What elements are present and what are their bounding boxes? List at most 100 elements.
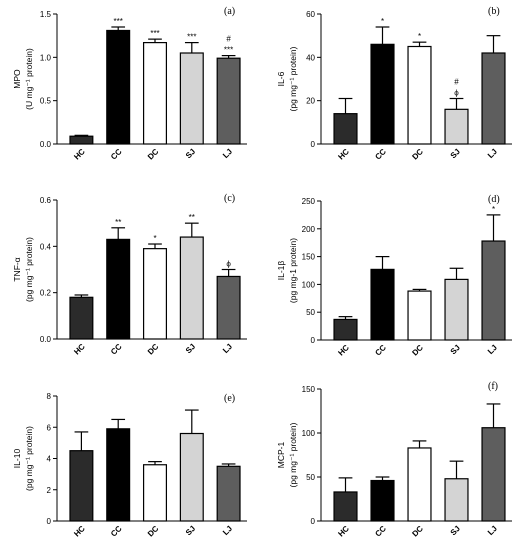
bar-sj <box>444 278 469 341</box>
y-tick-label: 0 <box>47 517 52 526</box>
x-tick-label: SJ <box>184 342 197 355</box>
bar-lj <box>481 52 506 145</box>
x-tick-label: SJ <box>449 343 462 356</box>
significance-marker: ** <box>115 218 121 227</box>
x-tick-label: HC <box>72 342 87 357</box>
x-tick-label: HC <box>72 524 87 539</box>
significance-marker: ϕ <box>226 260 231 269</box>
bar-sj <box>444 478 469 522</box>
x-tick-label: LJ <box>221 524 234 537</box>
panel-letter: (e) <box>224 393 235 404</box>
panel-letter: (d) <box>488 194 500 205</box>
y-tick-label: 60 <box>306 10 315 19</box>
bar-hc <box>333 491 358 522</box>
bar-hc <box>333 318 358 341</box>
panel-letter: (a) <box>224 6 235 17</box>
y-axis-label: MPO <box>12 69 22 89</box>
bar-hc <box>69 135 94 145</box>
y-axis-unit-label: (U mg⁻¹ protein) <box>24 48 34 110</box>
y-tick-label: 40 <box>306 53 315 62</box>
panel-b: 0 20 40 60 IL-6 (pg mg⁻¹ protein) (b) HC * CC * DC #… <box>276 6 512 162</box>
x-tick-label: DC <box>410 524 425 539</box>
y-tick-label: 0.5 <box>40 97 52 106</box>
y-tick-label: 1.5 <box>40 10 52 19</box>
bar-cc <box>370 479 395 522</box>
y-tick-label: 1.0 <box>40 53 52 62</box>
y-tick-label: 0 <box>311 336 316 345</box>
x-tick-label: CC <box>373 343 388 358</box>
x-tick-label: DC <box>410 147 425 162</box>
panel-letter: (c) <box>224 193 235 204</box>
y-tick-label: 50 <box>306 308 315 317</box>
bar-cc <box>106 29 131 145</box>
bar-lj <box>216 57 241 145</box>
x-tick-label: SJ <box>184 524 197 537</box>
y-tick-label: 0.2 <box>40 289 52 298</box>
y-tick-label: 8 <box>47 392 52 401</box>
x-tick-label: SJ <box>449 524 462 537</box>
significance-marker: *** <box>114 17 123 26</box>
y-tick-label: 0.0 <box>40 140 52 149</box>
y-axis-label: MCP-1 <box>276 442 286 469</box>
panel-letter: (b) <box>488 6 500 17</box>
y-tick-label: 2 <box>47 486 52 495</box>
y-tick-label: 20 <box>306 97 315 106</box>
significance-marker: * <box>418 32 421 41</box>
y-tick-label: 100 <box>302 280 316 289</box>
panel-c: 0.0 0.2 0.4 0.6 TNF-α (pg mg⁻¹ protein) (c) HC *… <box>12 193 247 357</box>
y-tick-label: 200 <box>302 225 316 234</box>
x-tick-label: CC <box>373 524 388 539</box>
y-tick-label: 50 <box>306 473 315 482</box>
x-tick-label: LJ <box>486 147 499 160</box>
y-tick-label: 150 <box>302 385 316 394</box>
y-tick-label: 250 <box>302 197 316 206</box>
panel-a: 0.0 0.5 1.0 1.5 MPO (U mg⁻¹ protein) (a) HC *** C… <box>12 6 247 162</box>
y-tick-label: 0 <box>311 517 316 526</box>
x-tick-label: HC <box>336 343 351 358</box>
y-axis-label: IL-10 <box>12 449 22 469</box>
x-tick-label: DC <box>410 343 425 358</box>
x-tick-label: SJ <box>184 147 197 160</box>
x-tick-label: SJ <box>449 147 462 160</box>
y-axis-label: TNF-α <box>12 257 22 281</box>
y-axis-label: IL-6 <box>276 71 286 86</box>
x-tick-label: DC <box>146 147 161 162</box>
y-axis-unit-label: (pg mg⁻¹ protein) <box>288 422 298 487</box>
bar-dc <box>142 248 168 340</box>
y-tick-label: 100 <box>302 429 316 438</box>
panel-d: 0 50 100 150 200 250 IL-1β (pg mg-1 protein) (d)… <box>276 194 512 358</box>
x-tick-label: LJ <box>486 343 499 356</box>
bar-dc <box>407 447 432 522</box>
bar-sj <box>444 108 469 145</box>
panel-f: 0 50 100 150 MCP-1 (pg mg⁻¹ protein) (f) HC CC DC… <box>276 381 512 539</box>
bar-dc <box>407 290 432 341</box>
x-tick-label: HC <box>72 147 87 162</box>
y-axis-label: IL-1β <box>276 261 286 281</box>
x-tick-label: CC <box>373 147 388 162</box>
y-axis-unit-label: (pg mg⁻¹ protein) <box>24 237 34 302</box>
y-tick-label: 0.4 <box>40 242 52 251</box>
panel-letter: (f) <box>488 381 498 392</box>
y-tick-label: 6 <box>47 423 52 432</box>
panel-e: 0 2 4 6 8 IL-10 (pg mg⁻¹ protein) (e) HC CC DC SJ LJ <box>12 392 247 539</box>
y-tick-label: 4 <box>47 455 52 464</box>
bar-cc <box>370 268 395 341</box>
bar-sj <box>179 236 204 340</box>
x-tick-label: CC <box>109 342 124 357</box>
significance-marker: * <box>153 234 156 243</box>
bar-lj <box>481 240 506 341</box>
x-tick-label: DC <box>146 342 161 357</box>
bar-lj <box>216 275 241 340</box>
bar-sj <box>179 52 204 145</box>
significance-marker: *** <box>224 46 233 55</box>
bar-dc <box>142 464 168 522</box>
bar-cc <box>106 238 131 340</box>
y-axis-unit-label: (pg mg⁻¹ protein) <box>24 426 34 491</box>
bar-lj <box>216 465 241 522</box>
y-tick-label: 150 <box>302 253 316 262</box>
significance-marker: # <box>226 35 231 44</box>
bar-dc <box>142 41 168 145</box>
x-tick-label: HC <box>336 524 351 539</box>
x-tick-label: HC <box>336 147 351 162</box>
